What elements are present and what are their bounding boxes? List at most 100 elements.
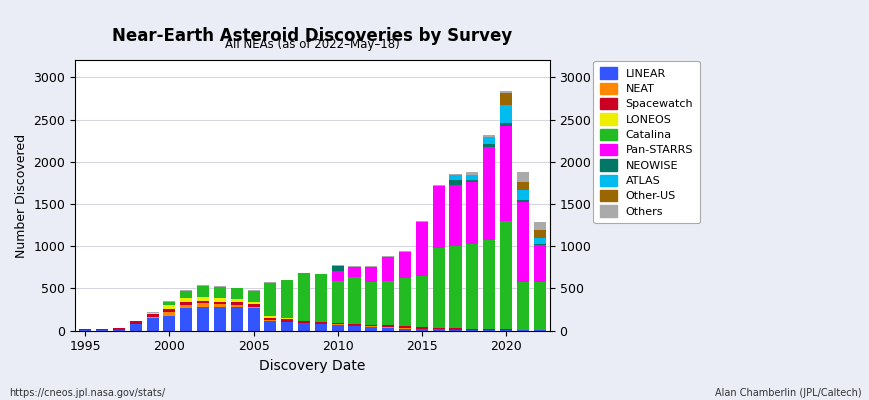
Bar [247, 308, 259, 331]
Bar [415, 222, 428, 276]
Bar [365, 266, 377, 267]
Bar [214, 298, 226, 302]
Bar [466, 182, 478, 244]
Bar [264, 318, 276, 320]
Bar [196, 301, 209, 304]
Bar [533, 238, 545, 244]
Bar [533, 244, 545, 245]
Bar [516, 190, 528, 200]
Bar [264, 316, 276, 318]
Bar [180, 302, 192, 304]
Bar [432, 248, 444, 328]
Bar [449, 328, 461, 330]
Bar [230, 288, 242, 299]
Bar [432, 328, 444, 330]
Bar [432, 186, 444, 248]
Bar [415, 276, 428, 327]
Bar [79, 330, 91, 331]
Bar [415, 221, 428, 222]
Bar [381, 327, 394, 328]
Bar [516, 182, 528, 190]
Bar [533, 222, 545, 230]
Bar [365, 325, 377, 326]
Bar [466, 174, 478, 180]
Bar [331, 265, 343, 266]
Bar [298, 320, 309, 321]
Bar [146, 314, 158, 317]
Bar [482, 147, 494, 240]
Bar [298, 272, 309, 273]
Bar [348, 326, 360, 331]
Bar [500, 330, 512, 331]
Bar [348, 266, 360, 267]
Bar [96, 329, 108, 330]
Bar [146, 313, 158, 314]
Bar [500, 126, 512, 221]
Bar [180, 298, 192, 302]
Bar [533, 245, 545, 282]
Bar [180, 304, 192, 308]
Bar [214, 304, 226, 307]
Bar [146, 317, 158, 318]
Bar [348, 277, 360, 324]
Bar [315, 322, 327, 324]
Bar [113, 328, 125, 330]
Bar [399, 252, 411, 278]
Bar [79, 329, 91, 330]
Bar [449, 180, 461, 185]
Bar [449, 185, 461, 246]
Bar [146, 318, 158, 331]
Bar [500, 90, 512, 93]
Bar [399, 278, 411, 326]
Bar [281, 320, 293, 322]
Bar [449, 176, 461, 180]
Bar [449, 174, 461, 176]
Bar [163, 309, 176, 312]
Bar [365, 326, 377, 327]
Bar [214, 286, 226, 298]
Bar [129, 324, 142, 331]
Bar [399, 328, 411, 329]
Bar [516, 282, 528, 330]
Bar [214, 302, 226, 304]
Bar [129, 322, 142, 324]
Bar [264, 320, 276, 331]
Bar [129, 321, 142, 322]
Bar [365, 282, 377, 325]
Bar [264, 283, 276, 316]
Bar [129, 320, 142, 321]
Bar [331, 282, 343, 323]
Bar [331, 323, 343, 324]
Bar [381, 256, 394, 257]
Bar [146, 312, 158, 313]
Bar [331, 271, 343, 282]
Bar [298, 273, 309, 320]
Bar [432, 330, 444, 331]
Bar [482, 330, 494, 331]
Bar [180, 291, 192, 298]
Bar [230, 305, 242, 308]
Bar [163, 301, 176, 302]
Bar [196, 307, 209, 331]
Bar [196, 286, 209, 297]
Bar [415, 327, 428, 329]
Bar [298, 321, 309, 323]
Bar [230, 302, 242, 305]
Bar [281, 322, 293, 331]
Bar [196, 297, 209, 301]
Bar [516, 330, 528, 331]
Bar [500, 93, 512, 105]
Bar [180, 308, 192, 331]
Bar [331, 325, 343, 331]
Bar [466, 180, 478, 182]
Bar [516, 200, 528, 202]
Bar [247, 290, 259, 291]
Bar [381, 326, 394, 327]
Bar [163, 312, 176, 316]
Bar [500, 105, 512, 123]
Bar [399, 251, 411, 252]
Bar [247, 307, 259, 308]
Bar [482, 144, 494, 147]
Legend: LINEAR, NEAT, Spacewatch, LONEOS, Catalina, Pan-STARRS, NEOWISE, ATLAS, Other-US: LINEAR, NEAT, Spacewatch, LONEOS, Catali… [593, 60, 699, 223]
Bar [331, 324, 343, 325]
